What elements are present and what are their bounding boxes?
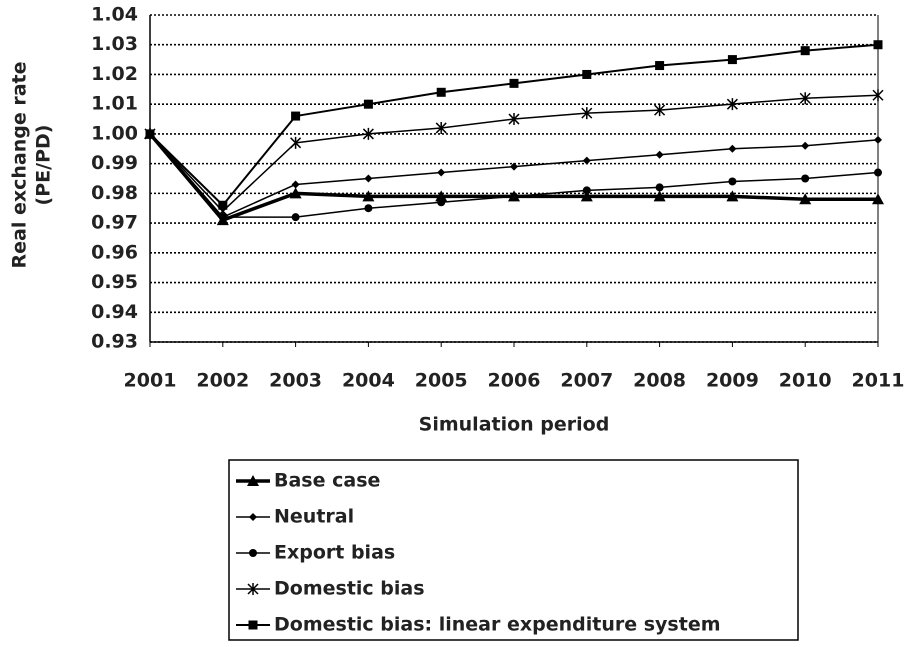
data-point	[582, 156, 591, 165]
data-point	[726, 98, 738, 111]
data-point	[654, 104, 666, 117]
x-tick-label: 2007	[560, 370, 613, 392]
x-tick-label: 2010	[779, 370, 832, 392]
series-line	[149, 133, 879, 218]
data-point	[726, 190, 739, 202]
x-tick-label: 2009	[706, 370, 759, 392]
legend-marker	[247, 475, 259, 486]
data-point	[435, 121, 447, 134]
x-tick-label: 2004	[342, 370, 395, 392]
legend-label: Base case	[274, 470, 380, 492]
data-point	[364, 204, 373, 213]
y-tick-label: 0.94	[91, 301, 138, 323]
x-tick-label: 2011	[852, 370, 905, 392]
data-point	[510, 192, 518, 201]
x-tick-label: 2001	[124, 370, 177, 392]
data-point	[290, 136, 302, 149]
data-point	[145, 129, 155, 139]
x-tick-label: 2008	[633, 370, 686, 392]
data-point	[362, 190, 375, 202]
data-point	[510, 162, 518, 171]
data-point	[801, 141, 810, 150]
data-point	[509, 78, 519, 88]
legend-label: Domestic bias: linear expenditure system	[274, 614, 721, 636]
data-point	[581, 107, 593, 120]
y-tick-label: 0.95	[91, 271, 138, 293]
legend-marker	[248, 620, 258, 630]
data-point	[799, 193, 812, 205]
data-point	[727, 55, 737, 65]
y-tick-label: 0.99	[91, 152, 138, 174]
data-point	[582, 186, 591, 195]
legend-marker	[249, 513, 257, 521]
data-point	[799, 92, 811, 105]
data-point	[874, 168, 882, 177]
legend-marker	[249, 549, 257, 557]
data-point	[435, 190, 448, 202]
data-point	[508, 113, 520, 126]
data-point	[872, 193, 884, 205]
series-line	[149, 133, 879, 218]
legend-box	[228, 459, 799, 641]
data-point	[582, 69, 592, 79]
data-point	[289, 187, 302, 199]
data-point	[655, 150, 664, 159]
legend-label: Neutral	[274, 506, 354, 528]
y-axis-title: Real exchange rate	[9, 61, 31, 268]
y-tick-label: 1.04	[91, 4, 138, 26]
data-point	[874, 135, 882, 144]
x-tick-label: 2006	[488, 370, 541, 392]
data-point	[873, 40, 883, 50]
data-point	[437, 168, 446, 177]
data-point	[728, 144, 737, 153]
y-tick-label: 0.96	[91, 241, 138, 263]
data-point	[218, 200, 228, 210]
data-point	[437, 198, 446, 207]
data-point	[653, 190, 666, 202]
data-point	[728, 177, 737, 186]
legend-label: Export bias	[274, 542, 395, 564]
y-tick-label: 1.02	[91, 63, 138, 85]
y-tick-label: 1.00	[91, 122, 138, 144]
x-tick-label: 2002	[196, 370, 249, 392]
legend-marker	[247, 583, 259, 595]
data-point	[801, 174, 810, 183]
data-point	[291, 213, 300, 222]
data-point	[655, 61, 665, 71]
y-tick-label: 0.97	[91, 212, 138, 234]
data-point	[364, 174, 373, 183]
data-point	[291, 180, 300, 189]
y-axis-title: (PE/PD)	[33, 125, 55, 206]
x-tick-label: 2005	[415, 370, 468, 392]
data-point	[291, 111, 301, 121]
y-tick-label: 0.98	[91, 182, 138, 204]
data-point	[363, 99, 373, 109]
y-tick-label: 1.03	[91, 33, 138, 55]
data-point	[655, 183, 664, 192]
data-point	[800, 46, 810, 56]
x-axis-title: Simulation period	[419, 414, 610, 436]
data-point	[362, 127, 374, 140]
legend-label: Domestic bias	[274, 578, 425, 600]
data-point	[436, 87, 446, 97]
x-tick-label: 2003	[269, 370, 322, 392]
y-tick-label: 1.01	[91, 93, 138, 115]
y-tick-label: 0.93	[91, 331, 138, 353]
data-point	[872, 89, 884, 102]
data-point	[580, 190, 593, 202]
